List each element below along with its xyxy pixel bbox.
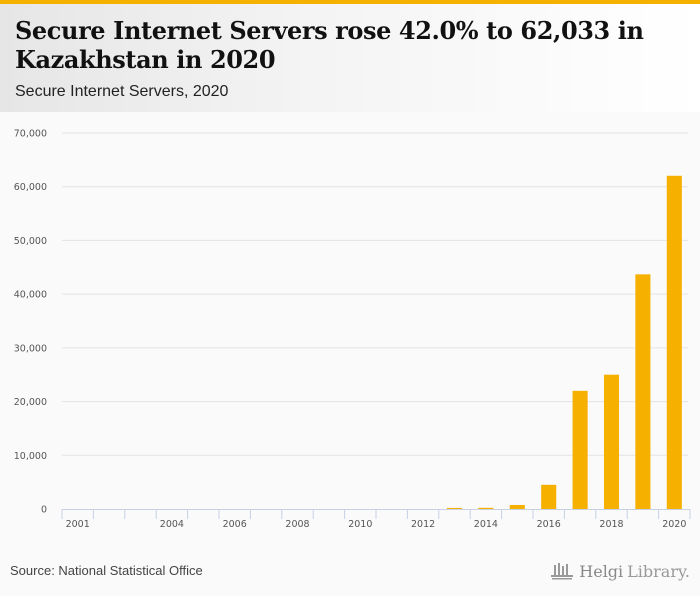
gridlines [62, 132, 688, 456]
bar-2015[interactable] [509, 504, 525, 509]
bar-2020[interactable] [666, 175, 682, 509]
chart-title: Secure Internet Servers rose 42.0% to 62… [15, 16, 644, 74]
x-tick-label: 2004 [160, 519, 184, 530]
y-tick-label: 50,000 [14, 236, 47, 247]
logo-text-library: Library. [627, 561, 690, 581]
x-tick-label: 2008 [285, 519, 309, 530]
x-tick-label: 2010 [348, 519, 372, 530]
bar-2018[interactable] [603, 374, 620, 509]
y-tick-label: 10,000 [14, 451, 47, 462]
x-tick-label: 2014 [474, 519, 498, 530]
x-tick-label: 2020 [662, 519, 686, 530]
y-tick-label: 70,000 [14, 129, 47, 140]
bar-2019[interactable] [635, 274, 651, 509]
x-tick-label: 2006 [223, 519, 247, 530]
y-tick-label: 40,000 [14, 290, 47, 301]
chart-header: Secure Internet Servers rose 42.0% to 62… [0, 4, 700, 112]
chart-subtitle: Secure Internet Servers, 2020 [15, 83, 229, 100]
bar-2016[interactable] [541, 484, 557, 509]
y-axis-labels: 0 10,000 20,000 30,000 40,000 50,000 60,000 70,… [14, 129, 47, 516]
x-tick-label: 2018 [599, 519, 623, 530]
source-note: Source: National Statistical Office [10, 563, 203, 578]
x-axis: 2001 2004 2006 2008 2010 2012 2014 2016 2018 2020 [61, 509, 691, 530]
bar-2013[interactable] [446, 507, 463, 509]
y-tick-label: 0 [41, 505, 47, 516]
library-building-icon [551, 563, 574, 580]
x-tick-label: 2001 [66, 519, 90, 530]
bars [446, 175, 682, 509]
y-tick-label: 30,000 [14, 343, 47, 354]
x-tick-label: 2012 [411, 519, 435, 530]
logo-text-helgi: Helgi [579, 561, 624, 581]
y-tick-label: 20,000 [14, 397, 47, 408]
bar-2017[interactable] [572, 390, 588, 509]
y-tick-label: 60,000 [14, 182, 47, 193]
bar-2014[interactable] [478, 507, 494, 509]
accent-bar [0, 0, 700, 4]
helgi-library-logo[interactable]: Helgi Library. [551, 561, 690, 581]
bar-chart: 0 10,000 20,000 30,000 40,000 50,000 60,000 70,… [14, 129, 691, 530]
x-tick-label: 2016 [537, 519, 561, 530]
